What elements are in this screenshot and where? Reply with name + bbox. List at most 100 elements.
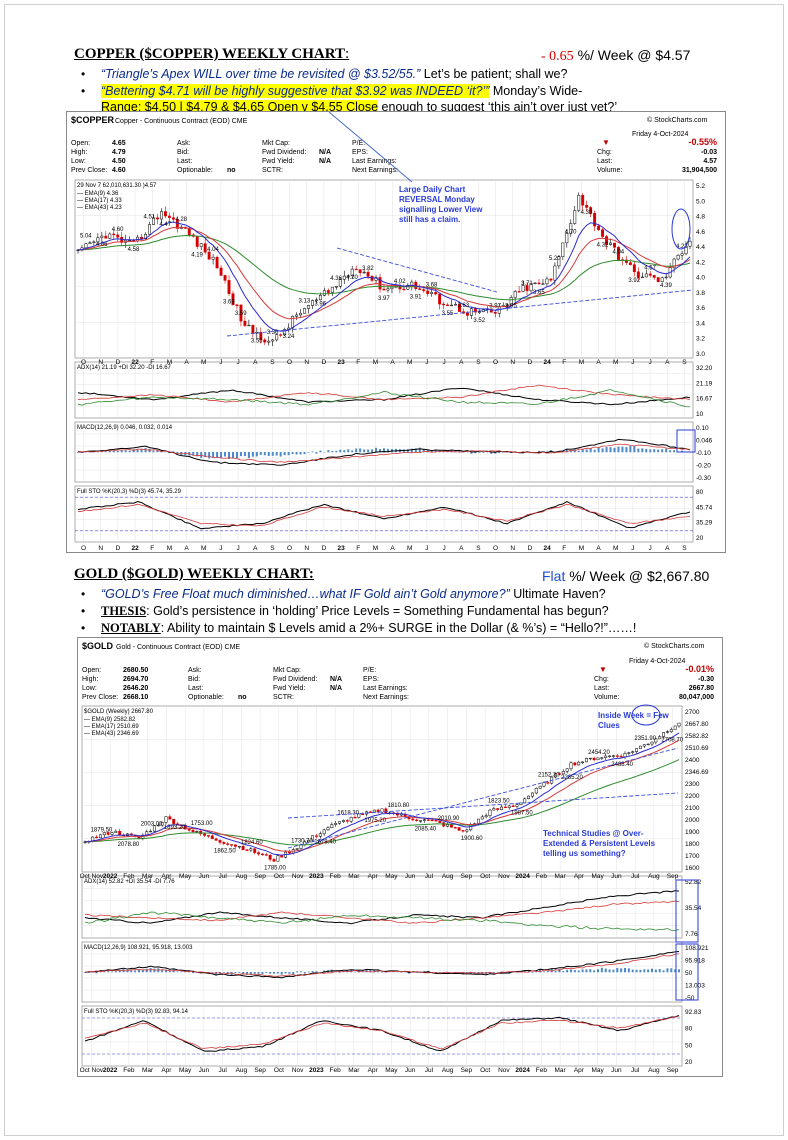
- copper-hdr-label: Optionable:: [177, 167, 213, 174]
- gold-macd-hist-bar: [307, 971, 310, 973]
- gold-candle-body: [592, 757, 596, 761]
- gold-candle-body: [422, 819, 426, 821]
- copper-tick-macd: 0.046: [696, 438, 713, 445]
- gold-candle-body: [164, 816, 168, 823]
- gold-hdr-label: Ask:: [188, 667, 202, 674]
- copper-candle-body: [227, 280, 231, 294]
- gold-macd-hist-bar: [550, 968, 553, 973]
- copper-candle-body: [648, 273, 652, 276]
- gold-x-label: Apr: [161, 873, 172, 880]
- gold-candle-body: [195, 830, 199, 833]
- copper-x-label: J: [425, 545, 428, 552]
- gold-stat-label: Chg:: [594, 676, 609, 683]
- gold-tick-sto: 50: [685, 1042, 693, 1049]
- gold-x-label: Oct Nov: [80, 1067, 104, 1074]
- gold-tick-sto: 20: [685, 1059, 693, 1066]
- gold-x-label: May: [591, 873, 604, 880]
- gold-macd-hist-bar: [103, 971, 106, 973]
- copper-x-label: M: [407, 359, 412, 366]
- gold-macd-hist-bar: [438, 972, 441, 973]
- copper-label-macd: MACD(12,26,9) 0.046, 0.032, 0.014: [77, 425, 173, 431]
- copper-tick-macd: -0.20: [696, 463, 711, 470]
- gold-candle-body: [496, 808, 500, 810]
- gold-candle-body: [183, 824, 187, 830]
- gold-x-label: Apr: [368, 1067, 379, 1074]
- copper-macd-hist-bar: [279, 452, 282, 457]
- gold-hdr-label: High:: [82, 676, 98, 683]
- copper-x-label: 23: [337, 359, 345, 366]
- copper-macd-hist-bar: [633, 446, 636, 453]
- copper-chart-svg: $COPPER Copper - Continuous Contract (EOD…: [67, 112, 725, 552]
- copper-macd-hist-bar: [589, 448, 592, 453]
- copper-macd-hist-bar: [661, 449, 664, 453]
- copper-date: Friday 4-Oct-2024: [632, 131, 689, 138]
- copper-candle-body: [577, 195, 581, 211]
- gold-x-label: Oct: [480, 1067, 490, 1074]
- gold-x-label: Feb: [330, 873, 342, 880]
- gold-macd-hist-bar: [253, 972, 256, 974]
- copper-candle-body: [322, 290, 326, 296]
- copper-macd-hist-bar: [474, 452, 477, 454]
- gold-price-label: 2285.20: [561, 775, 583, 781]
- gold-price-label: 2078.80: [118, 842, 140, 848]
- gold-macd-hist-bar: [165, 969, 167, 973]
- copper-macd-hist-bar: [243, 452, 246, 457]
- copper-x-label: F: [356, 545, 360, 552]
- copper-macd-hist-bar: [581, 449, 584, 453]
- gold-macd-hist-bar: [377, 971, 380, 973]
- copper-trendline: [226, 289, 694, 337]
- gold-macd-hist-bar: [342, 971, 345, 973]
- gold-macd-hist-bar: [168, 970, 171, 973]
- gold-x-label: Sep: [254, 1067, 266, 1074]
- gold-macd-hist-bar: [311, 971, 314, 973]
- copper-candle-body: [672, 258, 676, 268]
- copper-macd-hist-bar: [124, 450, 127, 453]
- copper-candle-body: [589, 207, 593, 214]
- gold-tick-price: 2400: [685, 757, 700, 764]
- gold-macd-hist-bar: [265, 972, 268, 973]
- copper-price-label: 3.36: [267, 330, 279, 336]
- gold-x-label: Aug: [236, 873, 248, 880]
- copper-candle-body: [156, 217, 159, 220]
- gold-macd-hist-bar: [554, 970, 557, 973]
- copper-candle-body: [473, 308, 477, 313]
- gold-candle-body: [168, 816, 172, 820]
- gold-price-label: 2085.40: [415, 827, 437, 833]
- copper-candle-body: [422, 289, 426, 292]
- copper-price-label: 4.33: [581, 210, 593, 216]
- copper-candle-body: [450, 304, 454, 307]
- copper-macd-hist-bar: [621, 446, 624, 453]
- copper-stat-value: 31,904,500: [682, 167, 717, 174]
- gold-tick-price: 1700: [685, 853, 700, 860]
- copper-candle-body: [283, 329, 287, 336]
- copper-tick-macd: 0.10: [696, 425, 709, 432]
- copper-tick-price: 4.2: [696, 259, 705, 266]
- copper-tick-adx: 16.67: [696, 396, 713, 403]
- copper-candle-body: [593, 213, 597, 227]
- copper-candle-body: [565, 233, 569, 244]
- copper-panel-price: [74, 179, 694, 359]
- gold-panel-price: [81, 705, 683, 873]
- copper-macd-hist-bar: [192, 452, 195, 456]
- gold-hdr-value: N/A: [330, 685, 342, 692]
- copper-x-label: N: [510, 359, 515, 366]
- gold-candle-body: [272, 859, 276, 862]
- copper-candle-body: [561, 242, 565, 257]
- gold-candle-body: [457, 827, 461, 831]
- copper-x-label: N: [304, 545, 309, 552]
- copper-candle-body: [378, 277, 382, 290]
- gold-x-label: Mar: [555, 1067, 567, 1074]
- copper-x-label: D: [322, 359, 327, 366]
- copper-x-label: J: [425, 359, 428, 366]
- copper-ema9-line: [77, 221, 691, 332]
- copper-ema9-legend: — EMA(9) 4.36: [77, 191, 119, 197]
- gold-chart-svg: $GOLD Gold - Continuous Contract (EOD) CM…: [78, 638, 722, 1076]
- gold-macd-hist-bar: [141, 969, 144, 973]
- copper-x-label: N: [304, 359, 309, 366]
- copper-candle-body: [529, 283, 533, 292]
- copper-x-label: 22: [131, 359, 139, 366]
- copper-price-label: 4.04: [207, 247, 219, 253]
- gold-x-label: Feb: [123, 873, 135, 880]
- gold-price-label: 2351.90: [634, 736, 656, 742]
- copper-candle-body: [96, 237, 100, 243]
